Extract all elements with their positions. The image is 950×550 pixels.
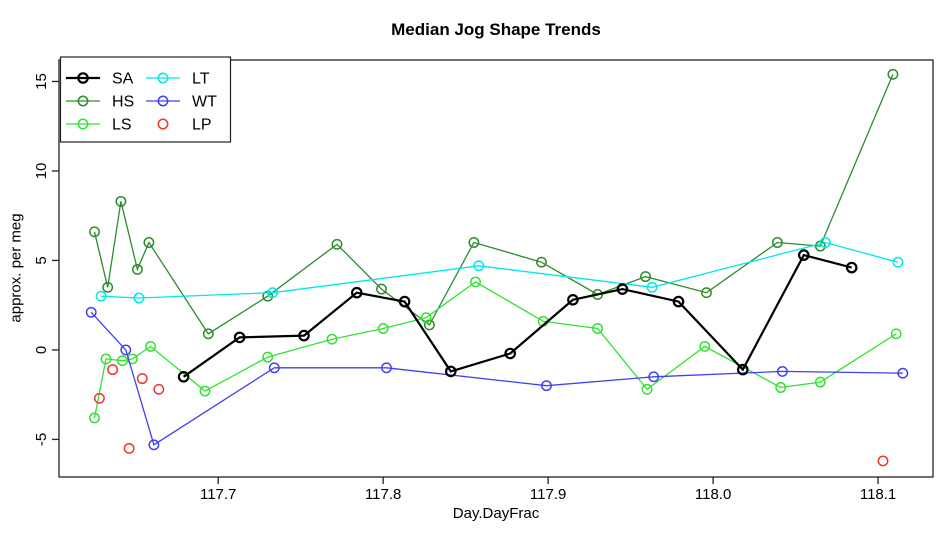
series-LP-point: [123, 442, 135, 454]
legend-marker-WT: [157, 95, 169, 107]
series-SA-point: [672, 295, 685, 308]
series-LS-point: [326, 333, 338, 345]
legend-marker-LS: [77, 118, 89, 130]
series-LT-point: [892, 256, 904, 268]
series-SA-point: [398, 295, 411, 308]
y-tick-label: 0: [33, 346, 50, 354]
series-LS-point: [420, 312, 432, 324]
series-LS-point: [814, 376, 826, 388]
series-HS-point: [143, 237, 155, 248]
legend-label-WT: WT: [192, 94, 217, 111]
series-HS-point: [131, 263, 143, 275]
series-LP-point: [93, 392, 105, 404]
series-HS-point: [468, 237, 480, 248]
series-LS-point: [377, 323, 389, 334]
y-tick-label: 15: [33, 73, 50, 90]
series-LS-point: [126, 353, 138, 365]
series-HS-point: [536, 256, 547, 268]
series-LP-point: [107, 364, 119, 376]
series-LS-point: [199, 385, 211, 397]
legend-box: [59, 56, 232, 143]
x-tick-label: 118.0: [695, 486, 731, 503]
series-SA-line: [182, 253, 852, 378]
legend-marker-LP: [157, 118, 169, 130]
x-tick-label: 117.8: [365, 486, 401, 503]
y-tick-label: -5: [33, 433, 50, 446]
series-HS-point: [701, 287, 712, 299]
series-HS-point: [115, 195, 127, 207]
legend-label-LS: LS: [112, 117, 132, 134]
series-LS-point: [890, 328, 902, 340]
series-LS-point: [641, 383, 653, 395]
series-HS-point: [887, 68, 899, 80]
series-LS-point: [592, 323, 604, 334]
series-SA-point: [233, 331, 246, 344]
series-LT-point: [646, 281, 658, 293]
series-HS-point: [423, 319, 435, 331]
series-LS-point: [699, 340, 711, 352]
series-WT-point: [85, 306, 97, 318]
x-tick-label: 118.1: [860, 486, 896, 503]
chart-title: Median Jog Shape Trends: [391, 20, 601, 39]
series-WT-point: [120, 344, 132, 356]
series-SA-point: [350, 286, 363, 299]
x-tick-label: 117.7: [200, 486, 236, 503]
legend-label-LT: LT: [192, 71, 210, 88]
series-SA-point: [797, 249, 810, 261]
series-HS-point: [202, 328, 214, 340]
series-SA-point: [177, 370, 190, 383]
y-tick-label: 5: [33, 256, 50, 264]
legend-label-HS: HS: [112, 94, 134, 111]
legend-label-LP: LP: [192, 117, 212, 134]
series-LP-point: [877, 455, 889, 467]
series-LS-point: [89, 412, 100, 424]
series-HS-point: [771, 237, 783, 248]
series-LT-point: [133, 292, 145, 304]
legend-marker-HS: [77, 95, 89, 107]
x-axis-title: Day.DayFrac: [452, 505, 540, 522]
series-LS-point: [145, 340, 157, 352]
series-LP-point: [136, 373, 148, 385]
series-SA-point: [845, 261, 858, 274]
series-LS-line: [93, 281, 897, 419]
series-SA-point: [298, 329, 310, 342]
series-HS-point: [331, 238, 343, 250]
series-LT-point: [819, 237, 831, 248]
series-WT-point: [148, 439, 160, 451]
series-WT-point: [648, 371, 660, 383]
series-LS-point: [100, 353, 112, 365]
series-LS-point: [117, 355, 128, 367]
legend-label-SA: SA: [112, 71, 134, 88]
series-LS-point: [262, 351, 274, 363]
series-HS-point: [376, 283, 387, 295]
series-LT-point: [473, 260, 485, 272]
series-LT-point: [267, 287, 279, 299]
series-SA-point: [567, 293, 579, 306]
series-HS-point: [102, 281, 114, 293]
series-LS-point: [775, 382, 787, 393]
y-tick-label: 10: [33, 163, 50, 180]
series-WT-point: [268, 362, 280, 374]
series-LS-point: [470, 276, 481, 288]
series-SA-point: [616, 283, 629, 295]
series-SA-point: [504, 347, 516, 360]
series-HS-point: [640, 271, 651, 283]
series-LT-line: [101, 241, 899, 299]
series-SA-point: [736, 363, 749, 376]
series-SA-point: [444, 365, 457, 378]
legend-marker-SA: [77, 72, 89, 84]
legend-marker-LT: [157, 72, 169, 84]
series-LT-point: [95, 290, 107, 302]
x-tick-label: 117.9: [530, 486, 566, 503]
series-WT-point: [541, 380, 552, 392]
series-HS-point: [89, 226, 100, 238]
plot-border: [58, 59, 934, 478]
series-WT-point: [776, 365, 788, 377]
series-LP-point: [153, 383, 165, 395]
series-WT-point: [897, 367, 909, 379]
series-WT-point: [381, 362, 392, 374]
